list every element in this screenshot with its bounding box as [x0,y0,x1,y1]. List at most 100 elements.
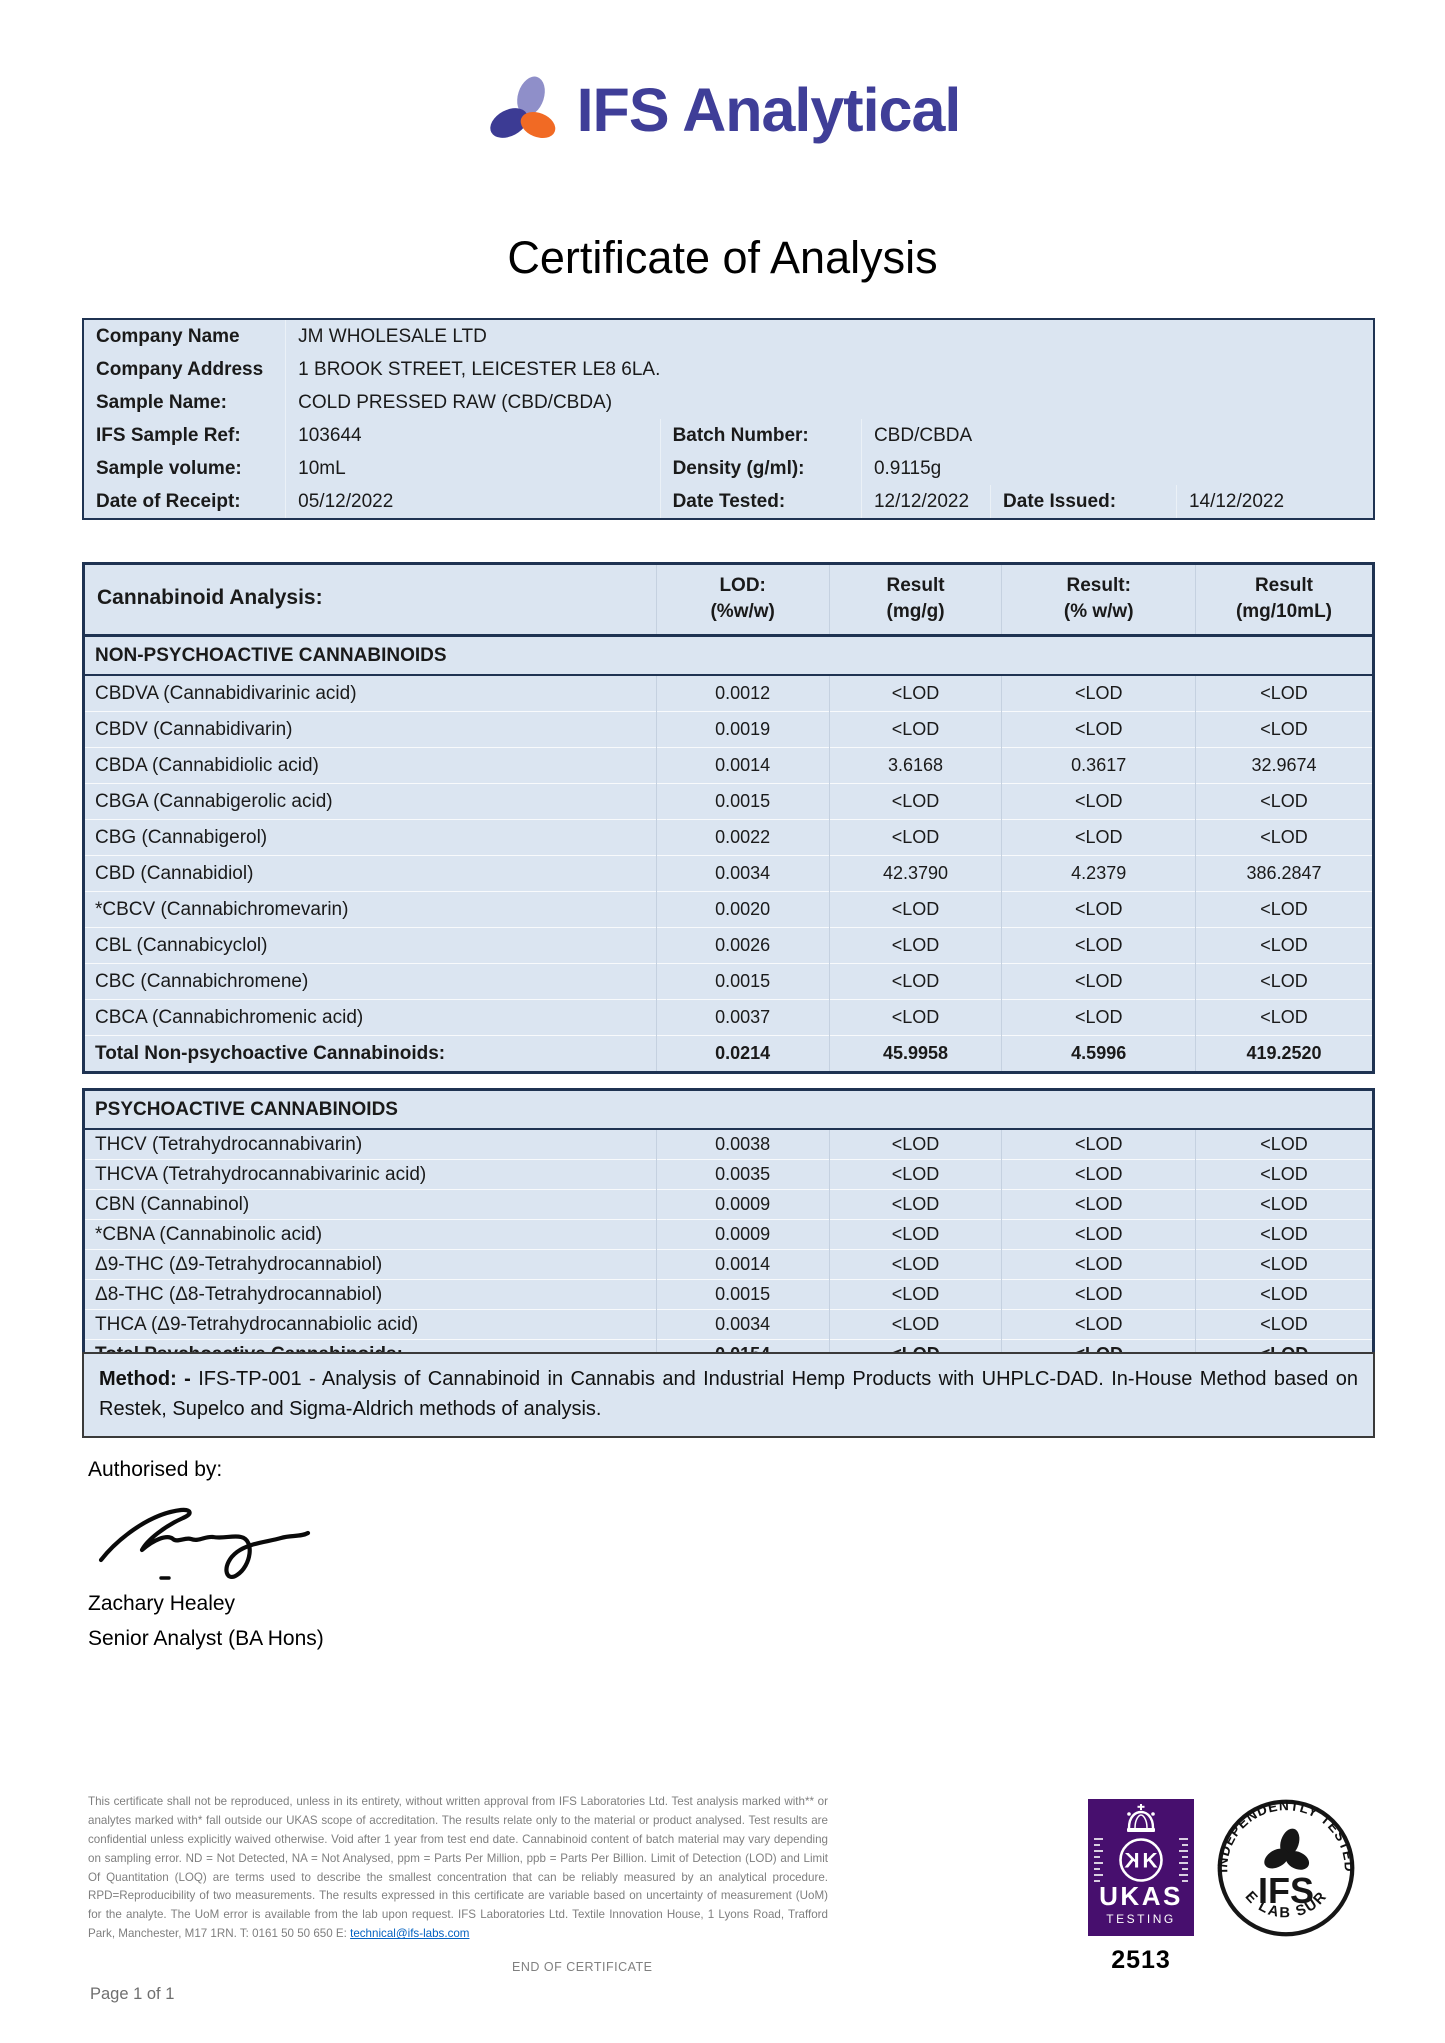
analyte-name: Total Non-psychoactive Cannabinoids: [83,1035,657,1073]
result-mg-10ml: <LOD [1194,927,1374,964]
section-header-row: PSYCHOACTIVE CANNABINOIDS [83,1089,1374,1130]
lod-value: 0.0026 [655,927,830,964]
analyte-name: THCV (Tetrahydrocannabivarin) [83,1128,657,1160]
table-row: CBD (Cannabidiol) 0.0034 42.3790 4.2379 … [83,855,1374,892]
column-header: LOD: (%w/w) [655,563,830,638]
table-row: CBG (Cannabigerol) 0.0022 <LOD <LOD <LOD [83,819,1374,856]
cannabinoid-analysis-table: Cannabinoid Analysis: LOD: (%w/w) Result(… [82,562,1375,1075]
result-mg-g: 45.9958 [828,1035,1002,1073]
analyte-name: CBC (Cannabichromene) [83,963,657,1000]
result-mg-10ml: 32.9674 [1194,747,1374,784]
result-percent: <LOD [1001,711,1196,748]
field-label: Company Address [96,358,264,380]
result-percent: <LOD [1001,999,1196,1036]
lod-value: 0.0015 [655,783,830,820]
lod-value: 0.0009 [655,1189,830,1220]
field-value: 10mL [285,452,661,485]
lod-value: 0.0014 [655,747,830,784]
field-value: CBD/CBDA [860,419,1374,452]
analyte-name: CBDVA (Cannabidivarinic acid) [83,674,657,712]
ukas-accreditation-block: K K UKAS TESTING 2513 [1087,1799,1195,1975]
result-mg-10ml: <LOD [1194,674,1374,712]
lod-value: 0.0009 [655,1219,830,1250]
analyte-name: CBL (Cannabicyclol) [83,927,657,964]
lod-value: 0.0014 [655,1249,830,1280]
ukas-wordmark: UKAS [1099,1881,1183,1911]
column-header: Result: (% w/w) [1001,563,1196,638]
field-label: IFS Sample Ref: [96,424,241,446]
page-number: Page 1 of 1 [90,1985,175,2003]
result-mg-10ml: <LOD [1194,963,1374,1000]
column-header: Result (mg/10mL) [1194,563,1374,638]
ifs-trefoil-logo-icon [489,76,555,139]
analyte-name: Δ9-THC (Δ9-Tetrahydrocannabiol) [83,1249,657,1280]
result-percent: <LOD [1001,1189,1196,1220]
table-row: CBC (Cannabichromene) 0.0015 <LOD <LOD <… [83,963,1374,1000]
analyte-name: CBN (Cannabinol) [83,1189,657,1220]
result-mg-g: <LOD [828,999,1002,1036]
table-row: CBGA (Cannabigerolic acid) 0.0015 <LOD <… [83,783,1374,820]
result-percent: 4.2379 [1001,855,1196,892]
analyte-name: *CBCV (Cannabichromevarin) [83,891,657,928]
field-label: Date Issued: [990,485,1177,519]
ifs-be-lab-sure-seal-icon: INDEPENDENTLY TESTED BE LAB SURE IFS [1215,1797,1356,1937]
result-mg-g: <LOD [828,963,1002,1000]
field-value: JM WHOLESALE LTD [285,319,1374,353]
result-mg-10ml: <LOD [1194,711,1374,748]
result-percent: <LOD [1001,783,1196,820]
field-label: Density (g/ml): [659,452,862,485]
svg-text:K: K [1143,1850,1158,1873]
result-percent: <LOD [1001,891,1196,928]
brand-header: IFS Analytical [0,70,1445,150]
column-header: Result (mg/g) [828,563,1002,638]
brand-name: IFS Analytical [576,76,962,144]
table-row: CBCA (Cannabichromenic acid) 0.0037 <LOD… [83,999,1374,1036]
section-title: PSYCHOACTIVE CANNABINOIDS [83,1089,1374,1130]
result-percent: 4.5996 [1001,1035,1196,1073]
result-mg-g: <LOD [828,1249,1002,1280]
analyte-name: CBD (Cannabidiol) [83,855,657,892]
result-mg-10ml: <LOD [1194,783,1374,820]
field-label: Date Tested: [659,485,862,519]
lod-value: 0.0022 [655,819,830,856]
ukas-testing-label: TESTING [1106,1912,1176,1926]
field-label: Sample volume: [96,457,242,479]
result-mg-g: <LOD [828,674,1002,712]
table-row: Δ9-THC (Δ9-Tetrahydrocannabiol) 0.0014 <… [83,1249,1374,1280]
result-mg-g: <LOD [828,1159,1002,1190]
result-percent: <LOD [1001,963,1196,1000]
field-value: 1 BROOK STREET, LEICESTER LE8 6LA. [285,353,1374,386]
result-mg-10ml: 386.2847 [1194,855,1374,892]
result-percent: <LOD [1001,1279,1196,1310]
result-percent: <LOD [1001,1159,1196,1190]
authorised-by-heading: Authorised by: [88,1458,223,1481]
info-row-volume: Sample volume: 10mL Density (g/ml): 0.91… [83,452,1374,485]
method-box: Method: - IFS-TP-001 - Analysis of Canna… [82,1352,1375,1438]
field-label: Batch Number: [659,419,862,452]
result-mg-g: <LOD [828,1189,1002,1220]
lod-value: 0.0037 [655,999,830,1036]
svg-text:K: K [1124,1850,1139,1873]
info-row-dates: Date of Receipt: 05/12/2022 Date Tested:… [83,485,1374,519]
analyte-name: CBCA (Cannabichromenic acid) [83,999,657,1036]
analyte-name: *CBNA (Cannabinolic acid) [83,1219,657,1250]
lod-value: 0.0034 [655,855,830,892]
analyte-name: THCVA (Tetrahydrocannabivarinic acid) [83,1159,657,1190]
result-mg-10ml: <LOD [1194,1309,1374,1340]
table-row: CBN (Cannabinol) 0.0009 <LOD <LOD <LOD [83,1189,1374,1220]
section-header-row: NON-PSYCHOACTIVE CANNABINOIDS [83,635,1374,677]
lod-value: 0.0012 [655,674,830,712]
field-label: Company Name [96,325,240,347]
result-mg-g: <LOD [828,1219,1002,1250]
info-row-sample-ref: IFS Sample Ref: 103644 Batch Number: CBD… [83,419,1374,452]
result-mg-g: <LOD [828,783,1002,820]
contact-email-link[interactable]: technical@ifs-labs.com [350,1927,470,1941]
result-percent: 0.3617 [1001,747,1196,784]
result-percent: <LOD [1001,927,1196,964]
table-row: CBDVA (Cannabidivarinic acid) 0.0012 <LO… [83,674,1374,712]
section-title: NON-PSYCHOACTIVE CANNABINOIDS [83,635,1374,677]
lod-value: 0.0020 [655,891,830,928]
table-row: THCVA (Tetrahydrocannabivarinic acid) 0.… [83,1159,1374,1190]
lod-value: 0.0015 [655,1279,830,1310]
